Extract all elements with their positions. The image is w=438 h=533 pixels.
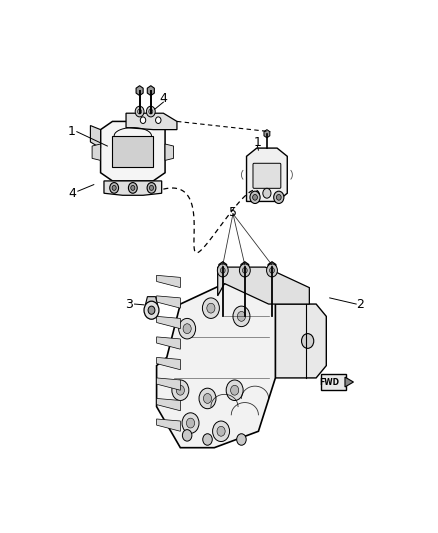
Circle shape: [176, 385, 184, 395]
Circle shape: [110, 183, 119, 193]
Circle shape: [226, 380, 243, 400]
Polygon shape: [157, 296, 180, 308]
Polygon shape: [157, 358, 180, 370]
Circle shape: [237, 311, 246, 321]
Polygon shape: [268, 304, 326, 378]
Polygon shape: [247, 148, 287, 201]
Polygon shape: [145, 297, 158, 305]
Circle shape: [270, 268, 274, 273]
Polygon shape: [101, 122, 165, 181]
Text: 1: 1: [254, 136, 261, 149]
Text: 4: 4: [68, 187, 76, 200]
Circle shape: [233, 306, 250, 327]
Circle shape: [202, 298, 219, 318]
Circle shape: [148, 306, 155, 314]
Circle shape: [182, 413, 199, 433]
Circle shape: [207, 303, 215, 313]
Circle shape: [182, 430, 192, 441]
Circle shape: [217, 426, 225, 436]
FancyBboxPatch shape: [321, 374, 346, 390]
Circle shape: [240, 264, 250, 277]
Polygon shape: [157, 284, 276, 448]
Circle shape: [183, 324, 191, 334]
Polygon shape: [241, 262, 249, 272]
Circle shape: [220, 268, 225, 273]
Circle shape: [237, 434, 246, 445]
Circle shape: [203, 393, 212, 403]
Polygon shape: [264, 130, 270, 138]
Polygon shape: [157, 276, 180, 288]
Circle shape: [187, 418, 194, 428]
Polygon shape: [92, 144, 101, 160]
Circle shape: [140, 117, 146, 124]
Circle shape: [149, 185, 154, 190]
Polygon shape: [218, 267, 309, 304]
Circle shape: [212, 421, 230, 441]
Text: 5: 5: [229, 206, 237, 219]
Circle shape: [301, 334, 314, 349]
Polygon shape: [136, 86, 143, 95]
Polygon shape: [268, 262, 276, 272]
Circle shape: [149, 109, 153, 114]
Circle shape: [276, 195, 281, 200]
Polygon shape: [104, 181, 162, 195]
Polygon shape: [126, 113, 177, 130]
Circle shape: [112, 185, 116, 190]
Circle shape: [172, 380, 189, 400]
Circle shape: [253, 195, 258, 200]
Circle shape: [128, 183, 137, 193]
Circle shape: [230, 385, 239, 395]
Polygon shape: [157, 378, 180, 390]
Circle shape: [144, 301, 159, 319]
Text: 4: 4: [159, 92, 167, 106]
Polygon shape: [157, 317, 180, 329]
Circle shape: [217, 264, 228, 277]
Circle shape: [155, 117, 161, 124]
Polygon shape: [147, 86, 154, 95]
Circle shape: [135, 106, 144, 117]
FancyBboxPatch shape: [253, 163, 281, 188]
Polygon shape: [157, 399, 180, 411]
Circle shape: [267, 264, 277, 277]
Polygon shape: [219, 262, 226, 272]
Text: 3: 3: [126, 297, 133, 311]
Circle shape: [131, 185, 135, 190]
Circle shape: [199, 388, 216, 409]
Polygon shape: [90, 125, 101, 148]
Text: 2: 2: [357, 297, 364, 311]
Polygon shape: [113, 136, 153, 166]
Polygon shape: [157, 337, 180, 349]
Circle shape: [250, 191, 260, 204]
Polygon shape: [345, 377, 353, 387]
Circle shape: [146, 106, 155, 117]
Circle shape: [203, 434, 212, 445]
Circle shape: [274, 191, 284, 204]
Circle shape: [263, 188, 271, 198]
Polygon shape: [157, 419, 180, 431]
Circle shape: [138, 109, 141, 114]
Circle shape: [243, 268, 247, 273]
Circle shape: [179, 318, 196, 339]
Polygon shape: [165, 144, 173, 160]
Text: FWD: FWD: [320, 377, 340, 386]
Text: 1: 1: [68, 125, 76, 138]
Circle shape: [147, 183, 156, 193]
